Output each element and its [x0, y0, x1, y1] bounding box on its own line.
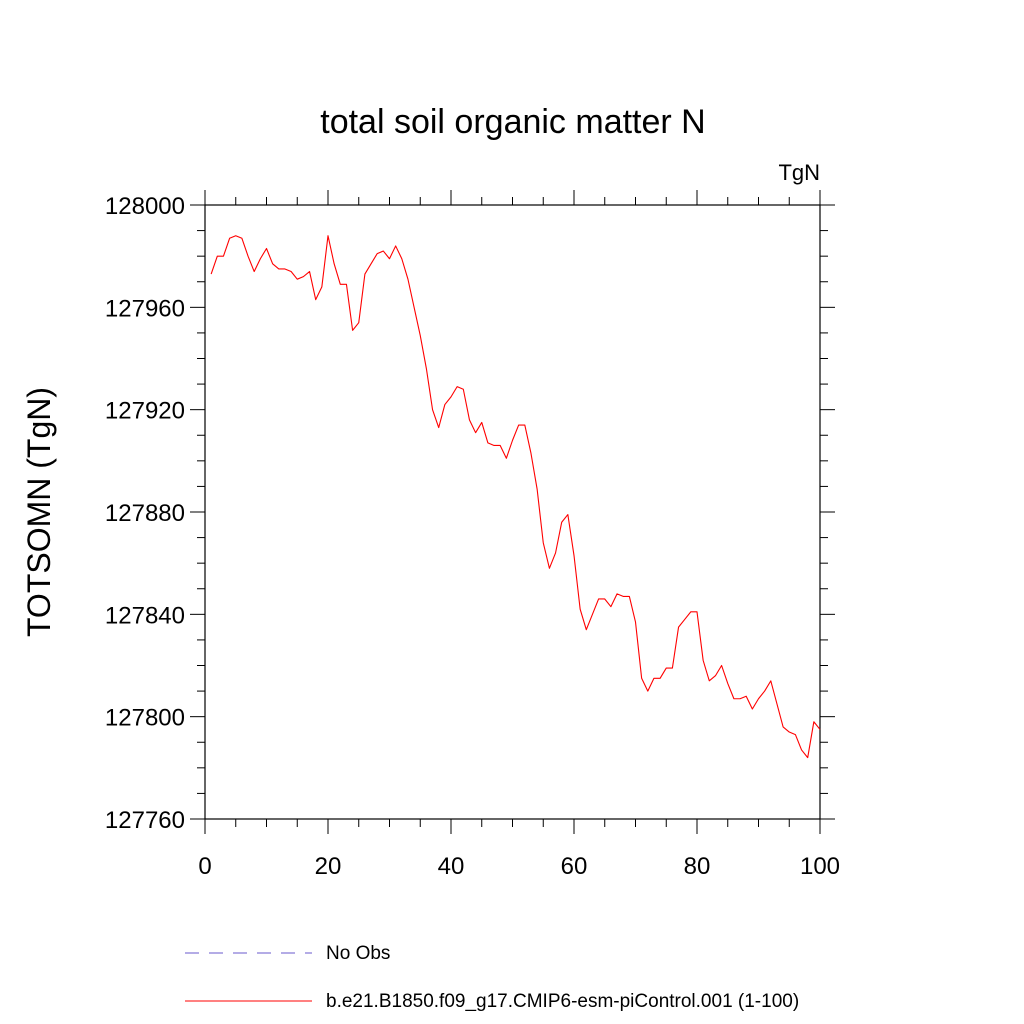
- y-tick-label: 128000: [105, 193, 185, 220]
- y-axis-label: TOTSOMN (TgN): [21, 387, 57, 637]
- x-tick-label: 80: [684, 853, 711, 880]
- y-tick-label: 127920: [105, 398, 185, 425]
- chart-title: total soil organic matter N: [320, 103, 706, 141]
- x-ticks: 0 20 40 60 80 100: [198, 190, 840, 880]
- y-tick-label: 127800: [105, 705, 185, 732]
- y-ticks: 127760 127800 127840 127880 127920 127960 1280…: [105, 193, 835, 834]
- series-lines: [210, 235, 821, 759]
- y-tick-label: 127960: [105, 295, 185, 322]
- y-tick-label: 127760: [105, 807, 185, 834]
- units-label: TgN: [778, 160, 820, 185]
- legend-label-control-run: b.e21.B1850.f09_g17.CMIP6-esm-piControl.…: [326, 991, 799, 1012]
- x-tick-label: 20: [315, 853, 342, 880]
- x-tick-label: 60: [561, 853, 588, 880]
- y-tick-label: 127880: [105, 500, 185, 527]
- y-tick-label: 127840: [105, 602, 185, 629]
- legend-label-no-obs: No Obs: [326, 943, 390, 964]
- x-tick-label: 0: [198, 853, 211, 880]
- series-line-1: [210, 235, 821, 759]
- x-tick-label: 40: [438, 853, 465, 880]
- plot-frame: [204, 204, 821, 820]
- legend: No Obs b.e21.B1850.f09_g17.CMIP6-esm-piC…: [185, 943, 799, 1012]
- x-tick-label: 100: [800, 853, 840, 880]
